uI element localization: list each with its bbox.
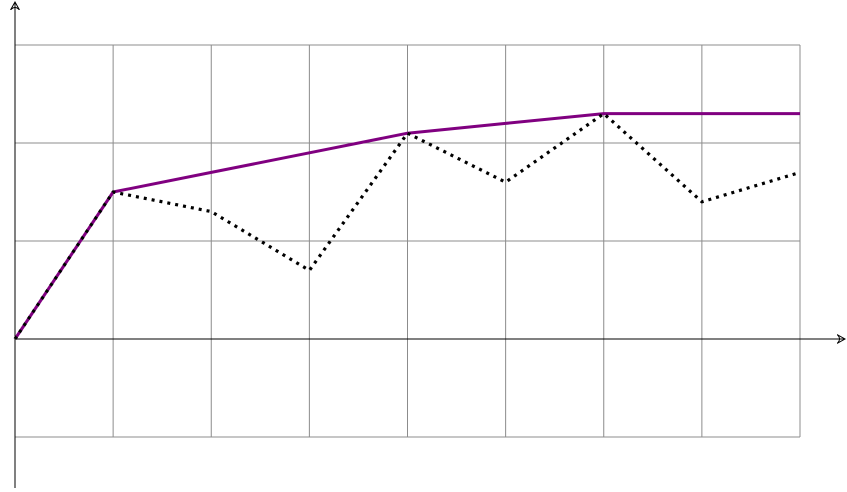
series-line-2 — [13, 111, 801, 340]
grid — [14, 44, 801, 438]
axes — [15, 2, 845, 488]
series-line-1 — [13, 112, 800, 340]
series-layer — [13, 111, 801, 340]
